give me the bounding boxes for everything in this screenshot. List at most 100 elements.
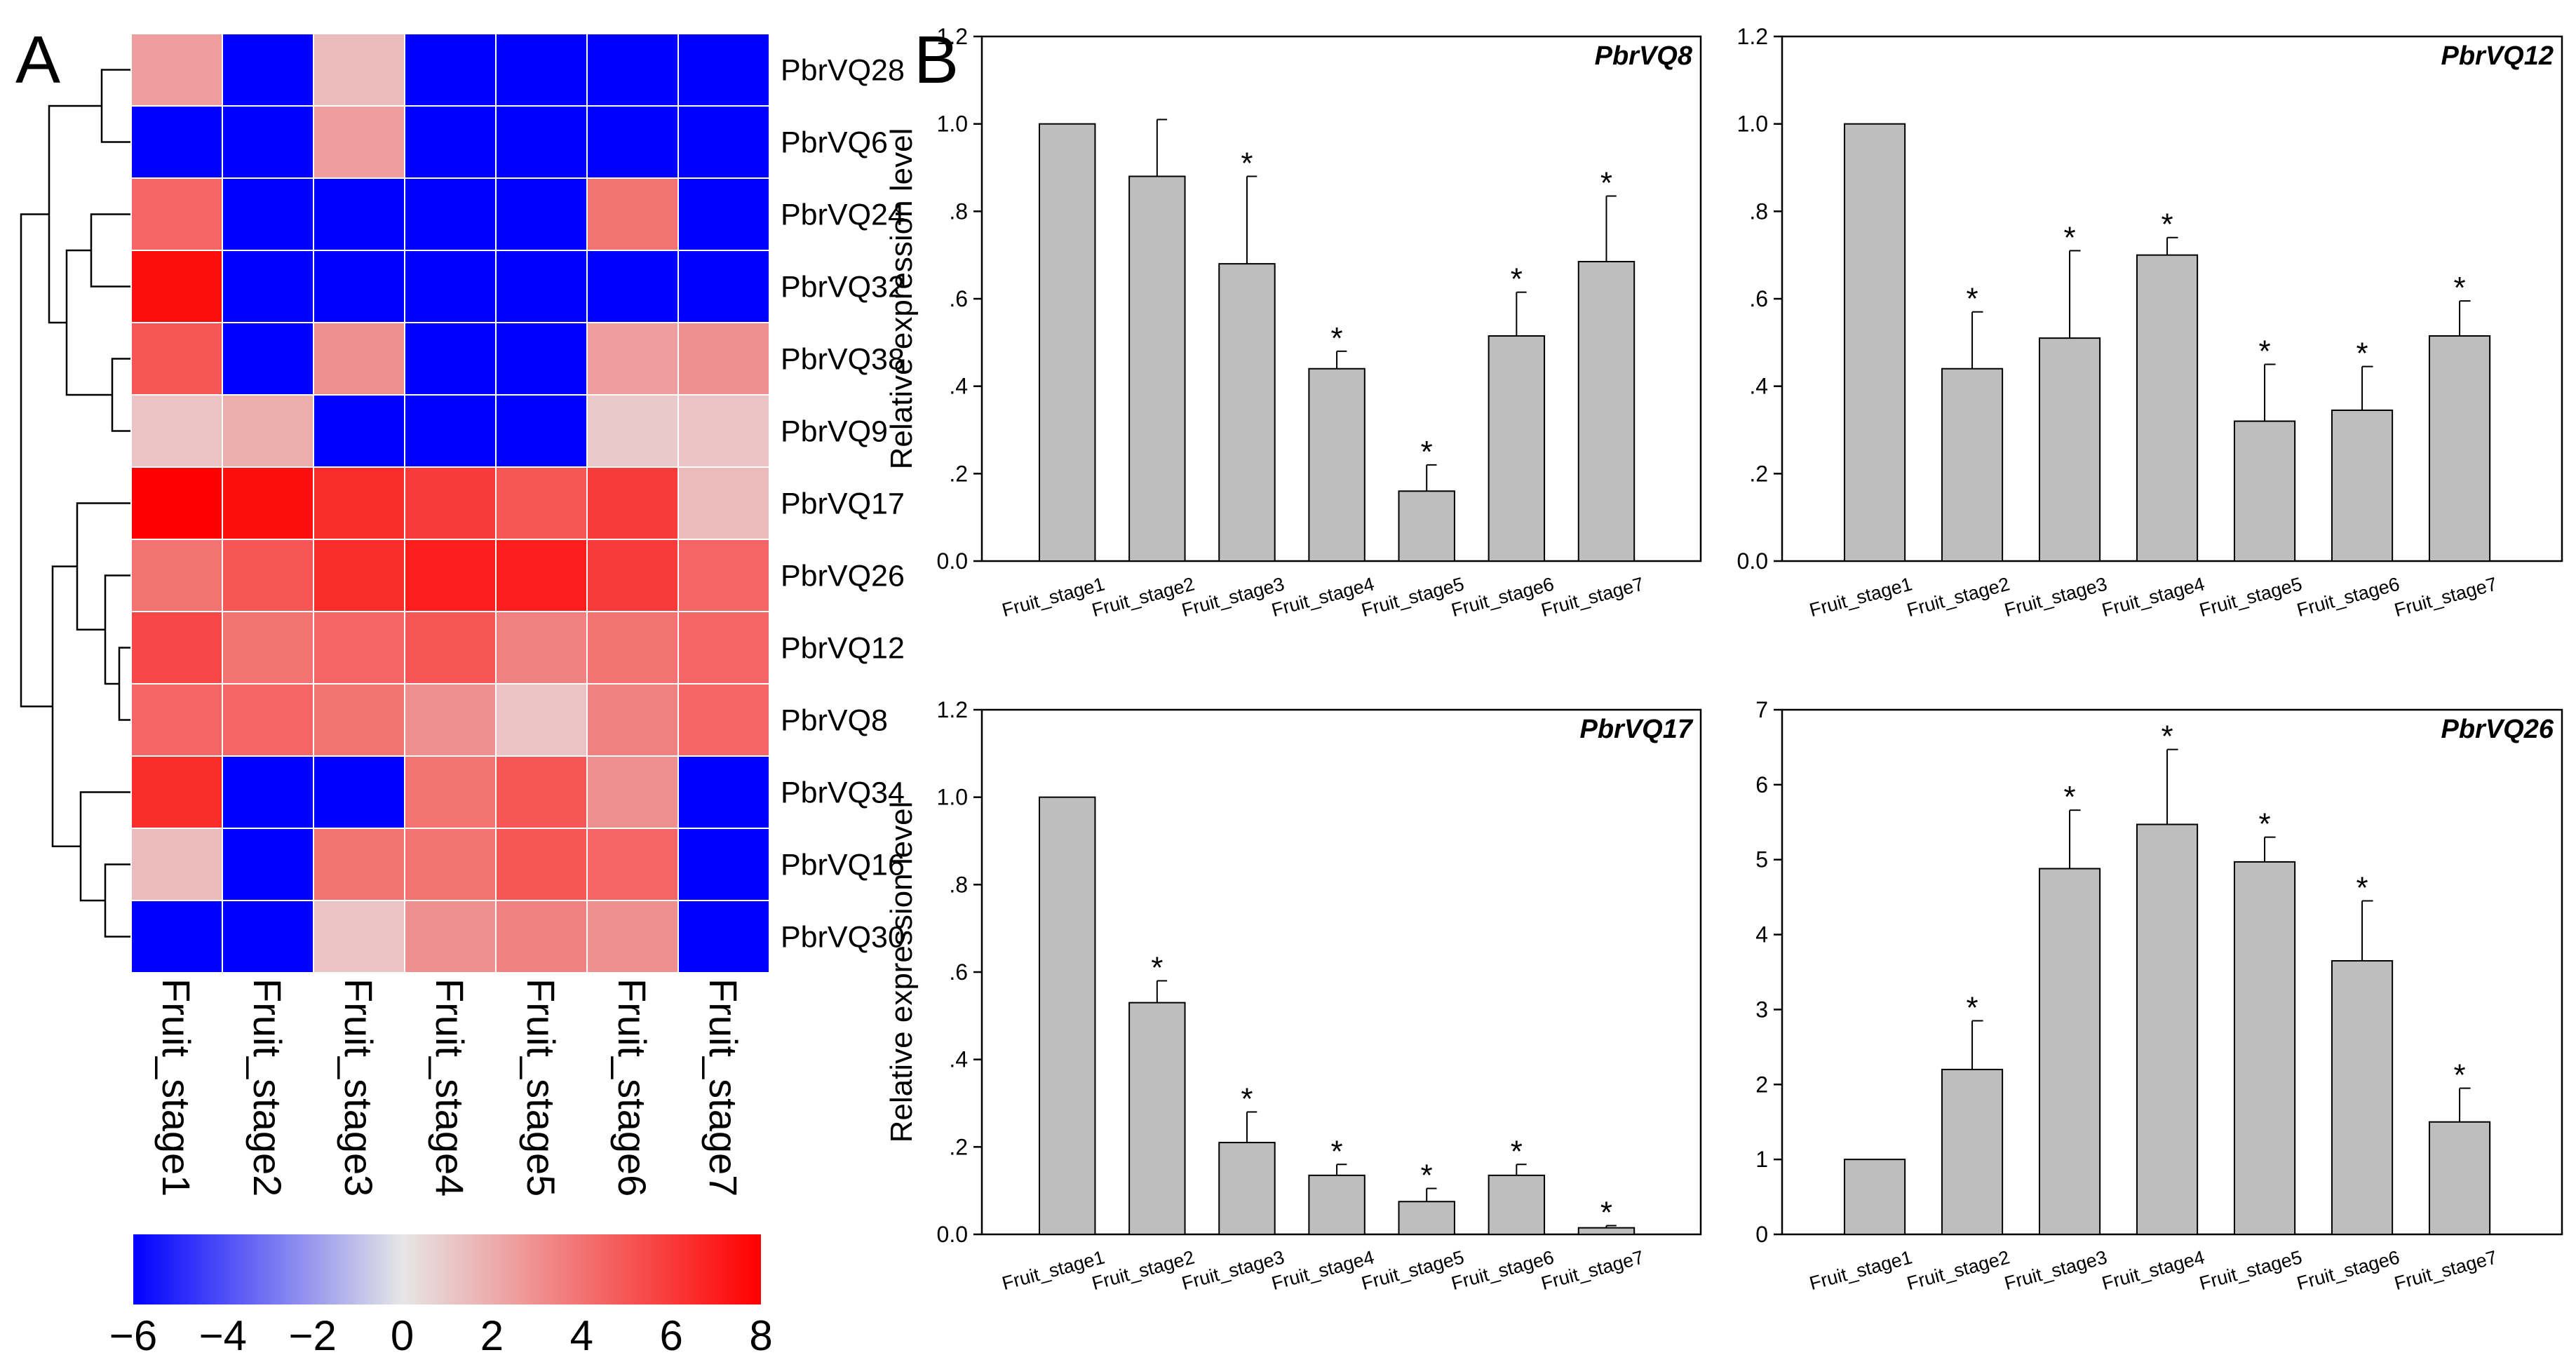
- stage-label: Fruit_stage6: [610, 978, 654, 1196]
- heatmap-cell: [222, 539, 314, 612]
- x-tick-label: Fruit_stage3: [1180, 573, 1287, 621]
- heatmap-cell: [130, 394, 223, 468]
- significance-star: *: [1511, 1134, 1523, 1168]
- heatmap-cell: [586, 322, 679, 396]
- heatmap-cell: [677, 539, 770, 612]
- heatmap-cell: [404, 755, 497, 829]
- x-tick-label: Fruit_stage3: [1180, 1246, 1287, 1294]
- heatmap-cell: [404, 177, 497, 251]
- heatmap-cell: [677, 828, 770, 901]
- heatmap-cell: [130, 539, 223, 612]
- bar: [1128, 175, 1186, 562]
- bar: [1843, 123, 1906, 562]
- y-tick-label: .4: [949, 1047, 968, 1072]
- significance-star: *: [1241, 1081, 1253, 1116]
- gene-label: PbrVQ38: [781, 343, 905, 377]
- heatmap-cell: [313, 755, 405, 829]
- heatmap-cell: [130, 250, 223, 323]
- heatmap-cell: [222, 755, 314, 829]
- heatmap-cell: [404, 250, 497, 323]
- bar: [1941, 1068, 2004, 1236]
- heatmap-cell: [404, 394, 497, 468]
- heatmap-cell: [222, 683, 314, 757]
- chart-title: PbrVQ26: [2441, 715, 2554, 744]
- y-tick-label: .2: [1749, 461, 1768, 486]
- stage-label: Fruit_stage2: [245, 978, 290, 1196]
- x-tick-label: Fruit_stage7: [2392, 573, 2500, 621]
- heatmap-cell: [586, 250, 679, 323]
- colorbar-tick-label: 2: [480, 1312, 504, 1359]
- heatmap-cell: [404, 539, 497, 612]
- bar: [1039, 123, 1096, 562]
- bar: [1577, 261, 1636, 562]
- heatmap-cell: [586, 466, 679, 540]
- heatmap-cell: [222, 250, 314, 323]
- x-tick-label: Fruit_stage1: [999, 1246, 1107, 1294]
- significance-star: *: [2063, 220, 2075, 255]
- x-tick-label: Fruit_stage7: [1539, 573, 1646, 621]
- significance-star: *: [2356, 870, 2368, 905]
- x-tick-label: Fruit_stage5: [1359, 573, 1466, 621]
- y-tick-label: 0.0: [937, 1222, 968, 1247]
- significance-star: *: [1966, 282, 1978, 316]
- y-tick-label: 3: [1755, 997, 1768, 1022]
- heatmap-cell: [313, 250, 405, 323]
- colorbar-tick-label: −6: [109, 1312, 157, 1359]
- x-tick-label: Fruit_stage6: [2295, 573, 2402, 621]
- significance-star: *: [2258, 335, 2270, 369]
- bar: [2038, 868, 2101, 1235]
- bar: [1308, 1174, 1365, 1235]
- gene-label: PbrVQ34: [781, 776, 905, 810]
- y-tick-label: 1.2: [937, 697, 968, 722]
- significance-star: *: [1511, 262, 1523, 297]
- chart-title: PbrVQ8: [1595, 41, 1693, 71]
- heatmap-cell: [130, 683, 223, 757]
- heatmap-cell: [404, 33, 497, 107]
- x-tick-label: Fruit_stage6: [1449, 573, 1556, 621]
- heatmap-cell: [313, 322, 405, 396]
- heatmap-cell: [586, 394, 679, 468]
- panel-b-label: B: [914, 22, 959, 97]
- stage-label: Fruit_stage3: [337, 978, 381, 1196]
- heatmap-cell: [677, 755, 770, 829]
- x-tick-label: Fruit_stage3: [2002, 573, 2110, 621]
- y-tick-label: .4: [949, 374, 968, 399]
- bar: [1039, 796, 1096, 1235]
- colorbar-gradient: [133, 1234, 761, 1304]
- significance-star: *: [1421, 1159, 1433, 1193]
- x-tick-label: Fruit_stage2: [1905, 573, 2012, 621]
- heatmap-cell: [495, 322, 588, 396]
- y-tick-label: 1: [1755, 1147, 1768, 1172]
- gene-label: PbrVQ8: [781, 704, 888, 738]
- significance-star: *: [2453, 1058, 2465, 1093]
- significance-star: *: [1966, 990, 1978, 1025]
- heatmap-cell: [495, 900, 588, 973]
- heatmap-cell: [495, 177, 588, 251]
- bar: [1398, 490, 1455, 562]
- y-tick-label: 6: [1755, 772, 1768, 797]
- y-tick-label: 1.2: [1737, 24, 1768, 49]
- y-tick-label: 0: [1755, 1222, 1768, 1247]
- y-tick-label: 1.0: [937, 785, 968, 810]
- heatmap-cell: [130, 828, 223, 901]
- y-tick-label: 1.0: [1737, 112, 1768, 137]
- y-tick-label: .2: [949, 1134, 968, 1159]
- heatmap-cell: [677, 33, 770, 107]
- heatmap-cell: [222, 105, 314, 179]
- y-tick-label: .2: [949, 461, 968, 486]
- gene-label: PbrVQ17: [781, 487, 905, 521]
- heatmap-cell: [313, 177, 405, 251]
- heatmap-cell: [586, 539, 679, 612]
- heatmap-cell: [586, 105, 679, 179]
- colorbar-tick-label: 0: [391, 1312, 414, 1359]
- heatmap-cell: [677, 683, 770, 757]
- bar: [2136, 823, 2199, 1235]
- colorbar-tick-label: 6: [659, 1312, 682, 1359]
- gene-label: PbrVQ26: [781, 560, 905, 593]
- y-tick-label: .8: [949, 198, 968, 224]
- chart-title: PbrVQ12: [2441, 41, 2554, 71]
- bar: [1398, 1201, 1455, 1235]
- y-axis-label: Relative expression level: [884, 128, 919, 470]
- significance-star: *: [1421, 435, 1433, 469]
